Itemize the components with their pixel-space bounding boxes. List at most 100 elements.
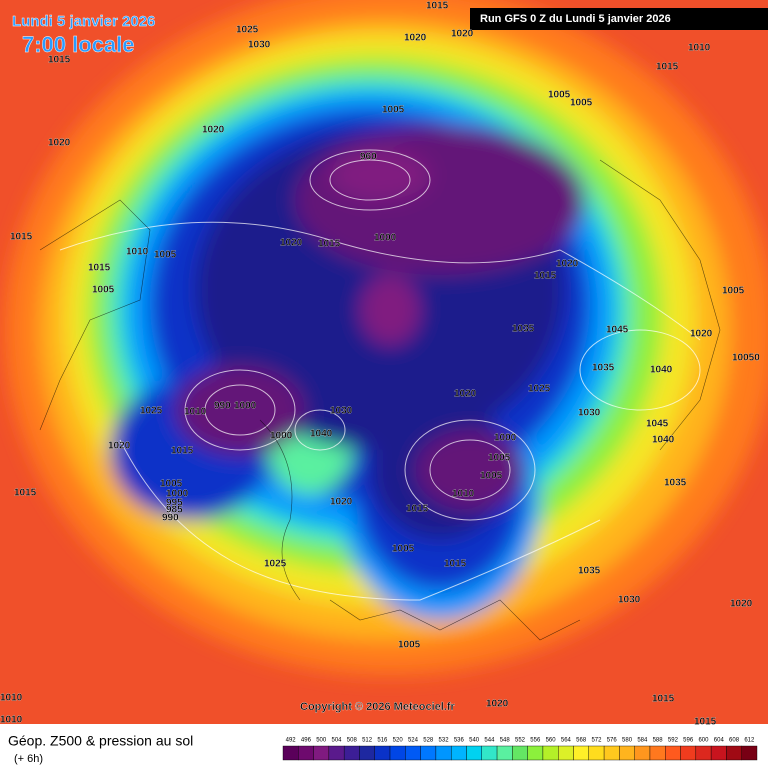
isobar-label: 1020 (690, 329, 713, 340)
legend-swatch (573, 745, 590, 761)
legend-swatch (450, 745, 467, 761)
isobar-label: 1040 (652, 435, 675, 446)
legend-label: 492 (286, 738, 297, 744)
isobar-label: 1020 (330, 497, 353, 508)
legend-label: 584 (637, 738, 648, 744)
isobar-label: 1035 (664, 478, 687, 489)
isobar-label: 1035 (578, 566, 601, 577)
legend-swatch (313, 745, 330, 761)
isobar-label: 1000 (234, 401, 257, 412)
legend-swatch (741, 745, 758, 761)
legend-swatch (710, 745, 727, 761)
isobar-label: 1030 (578, 408, 601, 419)
isobar-label: 1010 (184, 407, 207, 418)
legend-swatch (603, 745, 620, 761)
isobar-label: 1040 (650, 365, 673, 376)
isobar-label: 1045 (646, 419, 669, 430)
isobar-label: 1020 (486, 699, 509, 710)
legend-swatch (481, 745, 498, 761)
isobar-label: 1025 (236, 25, 259, 36)
isobar-label: 1020 (202, 125, 225, 136)
legend-swatch (374, 745, 391, 761)
legend-label: 544 (484, 738, 495, 744)
legend-swatch (527, 745, 544, 761)
isobar-label: 1035 (592, 363, 615, 374)
isobar-label: 985 (166, 505, 183, 516)
isobar-label: 1005 (398, 640, 421, 651)
isobar-label: 1030 (618, 595, 641, 606)
isobar-label: 1015 (171, 446, 194, 457)
isobar-label: 1020 (48, 138, 71, 149)
legend-swatch (726, 745, 742, 761)
legend-swatch (588, 745, 605, 761)
isobar-label: 1015 (652, 694, 675, 705)
legend-swatch (680, 745, 697, 761)
legend-title: Géop. Z500 & pression au sol (8, 733, 193, 749)
legend-swatch (435, 745, 452, 761)
isobar-label: 1020 (108, 441, 131, 452)
legend-label: 572 (591, 738, 602, 744)
legend-label: 508 (347, 738, 358, 744)
isobar-label: 1010 (688, 43, 711, 54)
field-map (0, 0, 768, 724)
legend-swatch (420, 745, 437, 761)
isobar-label: 1025 (528, 384, 551, 395)
legend-label: 580 (622, 738, 633, 744)
isobar-label: 1015 (444, 559, 467, 570)
isobar-label: 1000 (374, 233, 397, 244)
isobar-label: 1045 (606, 325, 629, 336)
legend-label: 516 (377, 738, 388, 744)
isobar-label: 10050 (732, 353, 760, 364)
isobar-label: 1015 (426, 1, 449, 12)
legend-swatch (649, 745, 666, 761)
isobar-label: 1015 (14, 488, 37, 499)
legend-label: 608 (729, 738, 740, 744)
isobar-label: 1005 (392, 544, 415, 555)
legend-label: 524 (408, 738, 419, 744)
legend-label: 612 (744, 738, 755, 744)
legend-swatch (359, 745, 375, 761)
date-title: Lundi 5 janvier 2026 (12, 13, 155, 30)
isobar-label: 1020 (404, 33, 427, 44)
isobar-label: 1000 (270, 431, 293, 442)
isobar-label: 1015 (656, 62, 679, 73)
isobar-label: 1005 (382, 105, 405, 116)
legend-label: 568 (576, 738, 587, 744)
isobar-label: 1005 (548, 90, 571, 101)
legend-swatch (405, 745, 421, 761)
isobar-label: 1005 (488, 453, 511, 464)
isobar-label: 1000 (166, 489, 189, 500)
isobar-label: 1015 (406, 504, 429, 515)
legend-label: 556 (530, 738, 541, 744)
legend-swatch (542, 745, 559, 761)
legend-swatch (328, 745, 345, 761)
isobar-label: 1020 (280, 238, 303, 249)
legend-label: 532 (439, 738, 450, 744)
isobar-label: 960 (360, 152, 377, 163)
run-info: Run GFS 0 Z du Lundi 5 janvier 2026 (480, 13, 671, 25)
isobar-label: 1020 (454, 389, 477, 400)
isobar-label: 1030 (248, 40, 271, 51)
isobar-label: 1005 (722, 286, 745, 297)
isobar-label: 1010 (0, 693, 23, 704)
legend-swatch (298, 745, 314, 761)
legend-swatch (389, 745, 406, 761)
isobar-label: 1010 (452, 489, 475, 500)
legend-label: 500 (316, 738, 327, 744)
legend-label: 604 (714, 738, 725, 744)
legend-swatch (466, 745, 482, 761)
isobar-label: 1010 (126, 247, 149, 258)
legend-swatch (634, 745, 651, 761)
isobar-label: 1025 (140, 406, 163, 417)
isobar-label: 1015 (48, 55, 71, 66)
legend-label: 548 (500, 738, 511, 744)
local-time: 7:00 locale (22, 32, 135, 57)
legend-swatch (282, 745, 299, 761)
legend-label: 576 (607, 738, 618, 744)
legend-label: 520 (393, 738, 404, 744)
legend-label: 540 (469, 738, 480, 744)
isobar-lines (59, 149, 701, 601)
isobar-label: 990 (162, 513, 179, 524)
legend-label: 528 (423, 738, 434, 744)
